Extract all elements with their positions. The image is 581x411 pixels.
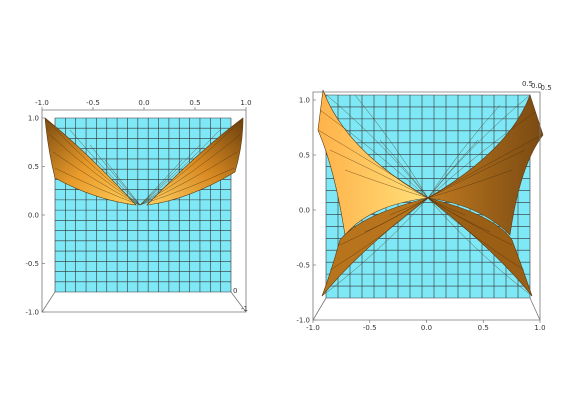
surface-mesh-line [427, 139, 479, 199]
surface-mesh-line [104, 159, 141, 206]
z-tick-label: -1 [241, 305, 248, 313]
surface-mesh-line [52, 151, 141, 206]
right-lobe-bottom-left [321, 197, 429, 297]
surface-mesh-line [139, 159, 183, 206]
right-x-axis: -1.0 -0.5 0.0 0.5 1.0 [306, 320, 546, 332]
x-tick-label: 0.0 [138, 99, 149, 107]
surface-mesh-line [317, 129, 429, 199]
x-tick-label: -1.0 [306, 324, 320, 332]
x-tick-label: 0.5 [189, 99, 200, 107]
surface-mesh-line [49, 134, 141, 206]
y-tick-label: -1.0 [25, 309, 39, 317]
y-tick-label: -1.0 [296, 317, 310, 325]
x-tick-label: 0.0 [421, 324, 432, 332]
surface-mesh-line [321, 197, 429, 297]
surface-mesh-line [139, 117, 244, 206]
y-tick-label: 1.0 [28, 115, 39, 123]
x-tick-label: 1.0 [534, 324, 545, 332]
surface-mesh-line [427, 197, 525, 271]
surface-mesh-line [54, 167, 141, 206]
z-tick-label: -0.5 [538, 84, 552, 92]
surface-mesh-line [379, 139, 429, 199]
y-tick-label: 0.5 [299, 152, 310, 160]
surface-mesh-line [139, 134, 241, 206]
y-tick-label: -0.5 [296, 262, 310, 270]
right-lobe-top-right [427, 94, 544, 236]
left-surface-mesh [44, 117, 244, 206]
surface-mesh-line [427, 197, 533, 297]
right-y-axis: 1.0 0.5 0.0 -0.5 -1.0 [296, 97, 316, 325]
left-x-axis: -1.0 -0.5 0.0 0.5 1.0 [35, 99, 252, 110]
surface-mesh-line [329, 197, 429, 271]
left-plot: -1.0 -0.5 0.0 0.5 1.0 1.0 0.5 0.0 -0.5 -1.0 0 -1 [25, 99, 251, 317]
left-y-axis: 1.0 0.5 0.0 -0.5 -1.0 [25, 115, 45, 317]
surface-mesh-line [69, 129, 141, 206]
left-plane [55, 118, 231, 292]
x-tick-label: -1.0 [35, 99, 49, 107]
z-tick-label: 0.5 [522, 80, 533, 88]
left-box-edges [41, 291, 247, 313]
surface-mesh-line [427, 149, 526, 199]
surface-mesh-line [344, 169, 429, 199]
surface-mesh-line [329, 149, 429, 199]
surface-mesh-line [139, 144, 201, 206]
y-tick-label: 0.0 [299, 207, 310, 215]
surface-mesh-line [89, 144, 141, 206]
surface-mesh-line [427, 169, 513, 199]
y-tick-label: -0.5 [25, 260, 39, 268]
y-tick-label: 0.5 [28, 163, 39, 171]
surface-mesh-line [139, 129, 221, 206]
right-plot: -1.0 -0.5 0.0 0.5 1.0 1.00.50.0-0.5-1.0 0.50… [296, 80, 551, 332]
surface-mesh-line [427, 104, 501, 199]
right-box-edges [312, 297, 541, 321]
surface-mesh-line [139, 151, 238, 206]
surface-mesh-line [427, 197, 466, 216]
surface-mesh-line [44, 117, 141, 206]
left-z-axis: 0 -1 [233, 287, 248, 313]
z-tick-label: 0 [233, 287, 237, 295]
x-tick-label: -0.5 [363, 324, 377, 332]
left-wing-right [146, 117, 244, 206]
right-lobe-bottom-right [427, 197, 533, 297]
right-lobe-top-left [317, 89, 429, 236]
surface-mesh-line [139, 167, 235, 206]
surface-mesh-line [319, 109, 429, 199]
surface-mesh-line [389, 197, 429, 216]
surface-mesh-line [354, 94, 429, 199]
y-tick-label: 1.0 [299, 97, 310, 105]
x-tick-label: 0.5 [478, 324, 489, 332]
y-tick-label: 0.0 [28, 212, 39, 220]
surface-mesh-line [427, 197, 491, 233]
z-tick-label: 0.0 [531, 82, 542, 90]
right-z-axis: 0.50.0-0.5 [522, 80, 552, 92]
surface-mesh-line [322, 91, 429, 199]
x-tick-label: 1.0 [240, 99, 251, 107]
x-tick-label: -0.5 [86, 99, 100, 107]
surface-mesh-line [427, 111, 536, 199]
left-wing-left [44, 117, 137, 206]
surface-mesh-line [427, 134, 543, 199]
surface-mesh-line [364, 197, 429, 233]
right-surface-mesh [317, 91, 543, 297]
